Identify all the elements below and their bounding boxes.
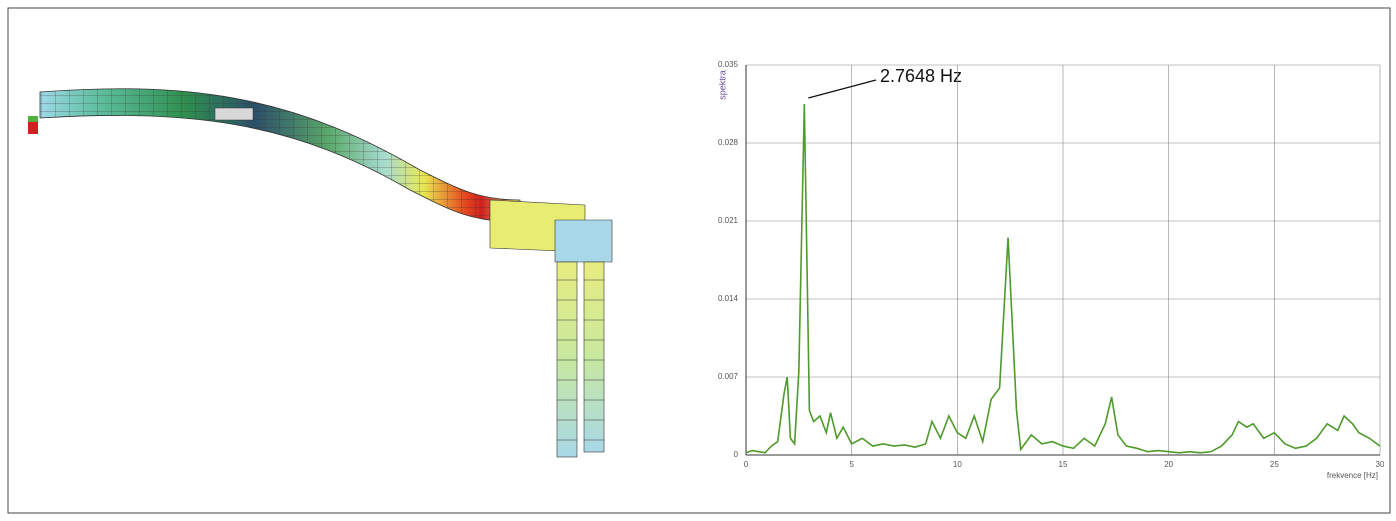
x-tick-label: 20 (1164, 460, 1173, 469)
y-tick-label: 0.035 (718, 60, 739, 69)
y-tick-label: 0.028 (718, 138, 739, 147)
x-tick-label: 15 (1059, 460, 1068, 469)
y-axis-label: spektra (717, 70, 727, 100)
x-tick-label: 0 (744, 460, 749, 469)
fe-model (28, 89, 612, 457)
x-tick-label: 10 (953, 460, 962, 469)
x-tick-label: 25 (1270, 460, 1279, 469)
x-axis-label: frekvence [Hz] (1327, 471, 1378, 480)
x-tick-label: 30 (1376, 460, 1385, 469)
y-tick-label: 0.007 (718, 372, 739, 381)
frame (8, 8, 1390, 513)
figure: spektra frekvence [Hz] 2.7648 Hz 0 0.007 0… (0, 0, 1396, 521)
y-tick-label: 0.021 (718, 216, 739, 225)
y-tick-label: 0.014 (718, 294, 739, 303)
x-tick-label: 5 (849, 460, 854, 469)
y-tick-label: 0 (734, 450, 739, 459)
spectrum-chart: spektra frekvence [Hz] 2.7648 Hz 0 0.007 0… (717, 60, 1385, 480)
annotation-leader (808, 80, 876, 98)
annotation: 2.7648 Hz (880, 66, 962, 86)
